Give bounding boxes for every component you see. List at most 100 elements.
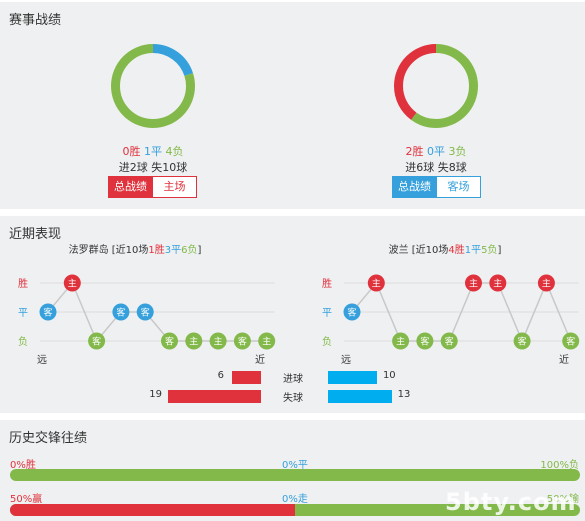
left-form-point: [88, 332, 106, 350]
right-goals-against-bar: [328, 390, 392, 403]
left-form-point: [136, 303, 154, 321]
right-form-point: [440, 332, 458, 350]
left-form-line: [47, 281, 267, 343]
right-record-donut: [394, 44, 478, 128]
right-team-name: 波兰: [388, 245, 409, 256]
watermark-logo: 5bty.com: [445, 488, 577, 516]
right-axis-win: 胜: [322, 279, 332, 290]
left-form-venue-label: 客: [43, 307, 52, 319]
right-form-point: [392, 332, 410, 350]
left-form-venue-label: 主: [189, 336, 198, 348]
right-form-point: [465, 274, 482, 292]
goals-against-label: 失球: [283, 393, 303, 404]
history-title: 历史交锋往绩: [9, 431, 88, 446]
left-form-venue-label: 客: [165, 336, 174, 348]
right-form-venue-label: 客: [566, 336, 575, 348]
right-form-venue-label: 主: [493, 278, 502, 290]
right-goals-against-value: 13: [397, 389, 411, 400]
history-handicap-win-fill: [10, 504, 295, 516]
left-goals-for-bar: [231, 371, 261, 384]
right-tab-away[interactable]: 客场: [436, 176, 481, 198]
right-form-venue-label: 主: [372, 278, 381, 290]
left-axis-near: 近: [255, 355, 265, 366]
left-axis-draw: 平: [18, 308, 28, 319]
left-axis-loss: 负: [18, 337, 28, 348]
history-loss-pct: 100%负: [540, 460, 579, 471]
history-handicap-push-pct: 0%走: [282, 494, 308, 505]
left-form-point: [161, 332, 178, 350]
left-form-point: [185, 332, 203, 350]
left-form-venue-label: 客: [116, 307, 125, 319]
history-win-pct: 0%胜: [10, 460, 36, 471]
right-form-venue-label: 客: [518, 336, 527, 348]
right-goals-for-bar: [328, 371, 377, 384]
left-form-point: [112, 303, 130, 321]
right-form-point: [537, 274, 555, 292]
left-form-point: [209, 332, 227, 350]
right-axis-loss: 负: [322, 337, 332, 348]
right-axis-near: 近: [559, 355, 569, 366]
left-tab-home[interactable]: 主场: [152, 176, 197, 198]
right-form-point: [343, 303, 361, 321]
left-form-venue-label: 客: [238, 336, 247, 348]
left-donut-loss-slice: [111, 44, 195, 128]
left-form-point: [39, 303, 57, 321]
recent-title: 近期表现: [9, 227, 62, 242]
right-tab-all-record[interactable]: 总战绩: [392, 176, 437, 198]
right-form-chart: 客主主客客主 主客主客: [343, 274, 580, 350]
right-axis-draw: 平: [322, 308, 332, 319]
right-record-wdl: 2胜 0平 3负: [383, 143, 489, 159]
goals-for-label: 进球: [283, 374, 303, 385]
left-axis-far: 远: [37, 355, 47, 366]
left-goals-against-value: 19: [149, 389, 162, 400]
right-goals-for-value: 10: [382, 370, 396, 381]
history-handicap-bar: [10, 504, 580, 516]
right-form-point: [367, 274, 385, 292]
history-result-bar: [10, 469, 580, 481]
right-team-summary: 波兰 [近10场4胜1平5负]: [388, 245, 502, 256]
right-axis-far: 远: [341, 355, 351, 366]
right-draw-count: 0平: [427, 145, 445, 158]
left-form-point: [258, 332, 276, 350]
right-form-venue-label: 客: [445, 336, 454, 348]
right-form-point: [562, 332, 580, 350]
record-panel: 赛事战绩 0胜 1平 4负 进2球 失10球 总战绩 主场 2胜 0平 3负 进…: [0, 2, 585, 209]
history-draw-pct: 0%平: [282, 460, 308, 471]
left-team-summary: 法罗群岛 [近10场1胜3平6负]: [68, 245, 202, 256]
left-team-name: 法罗群岛: [68, 245, 109, 256]
right-form-venue-label: 主: [542, 278, 551, 290]
right-goals-summary: 进6球 失8球: [405, 161, 467, 174]
right-form-venue-label: 客: [347, 307, 356, 319]
history-handicap-win-pct: 50%赢: [10, 494, 43, 505]
left-record-wdl: 0胜 1平 4负: [100, 143, 206, 159]
left-axis-win: 胜: [18, 279, 28, 290]
left-tab-all-record[interactable]: 总战绩: [108, 176, 153, 198]
left-form-venue-label: 主: [214, 336, 223, 348]
right-form-line: [351, 281, 572, 343]
left-form-venue-label: 客: [141, 307, 150, 319]
left-form-point: [233, 332, 251, 350]
left-goals-summary: 进2球 失10球: [118, 161, 188, 174]
right-form-point: [513, 332, 531, 350]
left-loss-count: 4负: [165, 145, 184, 158]
record-title: 赛事战绩: [9, 13, 62, 28]
right-form-point: [416, 332, 434, 350]
left-goals-for-value: 6: [217, 370, 224, 381]
history-panel: 历史交锋往绩 0%胜 0%平 100%负 50%赢 0%走 50%输 5bty.…: [0, 420, 585, 521]
left-form-chart: 客主客客 客客主主客主: [39, 274, 276, 350]
right-form-venue-label: 主: [469, 278, 478, 290]
right-form-venue-label: 客: [420, 336, 429, 348]
right-form-point: [489, 274, 507, 292]
right-form-venue-label: 主: [396, 336, 405, 348]
right-win-count: 2胜: [405, 145, 424, 158]
left-form-venue-label: 客: [92, 336, 101, 348]
right-loss-count: 3负: [448, 145, 467, 158]
right-donut-win-slice: [394, 44, 478, 128]
left-draw-count: 1平: [144, 145, 162, 158]
left-form-venue-label: 主: [68, 278, 77, 290]
left-win-count: 0胜: [122, 145, 141, 158]
left-form-venue-label: 主: [262, 336, 271, 348]
left-record-donut: [111, 44, 195, 128]
left-goals-against-bar: [168, 390, 261, 403]
history-handicap-loss-pct: 50%输: [546, 494, 579, 505]
